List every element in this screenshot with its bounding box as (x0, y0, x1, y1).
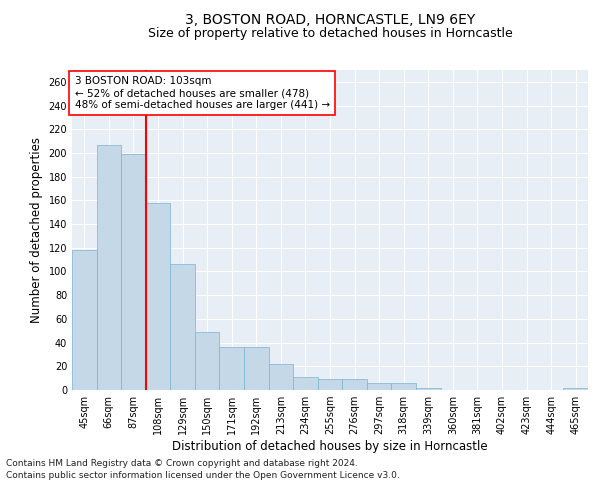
Bar (391, 383, 416, 390)
Bar (220, 348, 244, 390)
Bar (293, 377, 318, 390)
Bar (72, 250, 97, 390)
Text: 3, BOSTON ROAD, HORNCASTLE, LN9 6EY: 3, BOSTON ROAD, HORNCASTLE, LN9 6EY (185, 12, 475, 26)
Bar (318, 380, 342, 390)
Bar (195, 332, 220, 390)
Text: Contains HM Land Registry data © Crown copyright and database right 2024.: Contains HM Land Registry data © Crown c… (6, 458, 358, 468)
Text: Size of property relative to detached houses in Horncastle: Size of property relative to detached ho… (148, 28, 512, 40)
X-axis label: Distribution of detached houses by size in Horncastle: Distribution of detached houses by size … (172, 440, 488, 453)
Bar (121, 154, 146, 390)
Bar (416, 388, 440, 390)
Bar (146, 202, 170, 390)
Bar (170, 264, 195, 390)
Y-axis label: Number of detached properties: Number of detached properties (30, 137, 43, 323)
Bar (563, 388, 588, 390)
Text: Contains public sector information licensed under the Open Government Licence v3: Contains public sector information licen… (6, 471, 400, 480)
Bar (342, 380, 367, 390)
Bar (97, 144, 121, 390)
Bar (244, 348, 269, 390)
Bar (367, 383, 391, 390)
Bar (269, 364, 293, 390)
Text: 3 BOSTON ROAD: 103sqm
← 52% of detached houses are smaller (478)
48% of semi-det: 3 BOSTON ROAD: 103sqm ← 52% of detached … (74, 76, 330, 110)
